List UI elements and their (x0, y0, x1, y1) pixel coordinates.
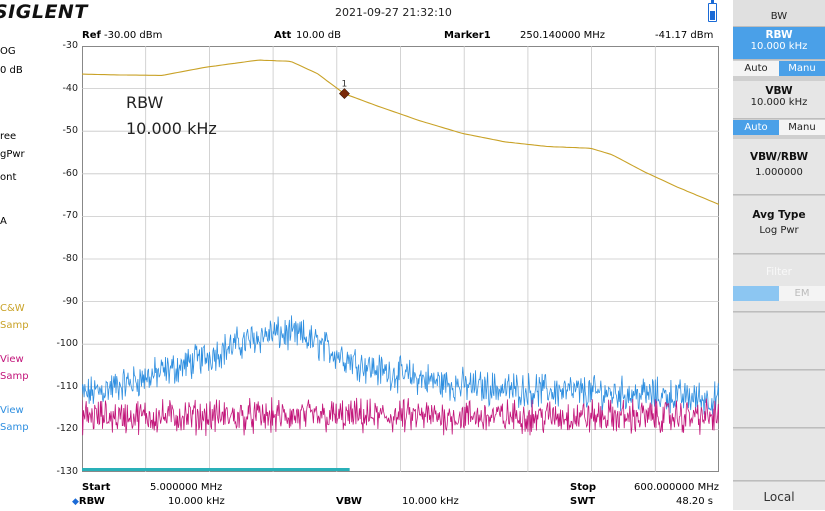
filter-softkey[interactable]: Filter (733, 255, 825, 312)
ref-value[interactable]: -30.00 dBm (104, 30, 163, 41)
scale-type: OG (0, 46, 16, 57)
vbw-softkey-title: VBW (765, 85, 793, 97)
filter-off-option[interactable]: EM (779, 286, 825, 301)
battery-icon (708, 0, 717, 22)
y-tick-label: -90 (62, 295, 78, 307)
avg-type-title: Avg Type (752, 209, 806, 221)
y-tick-label: -50 (62, 125, 78, 137)
date-time: 2021-09-27 21:32:10 (335, 6, 452, 19)
empty-softkey-1[interactable] (733, 313, 825, 370)
trace3-line (82, 315, 719, 415)
att-label: Att (274, 30, 292, 41)
swt-label: SWT (570, 496, 596, 507)
trace2-detector[interactable]: Samp (0, 371, 29, 382)
rbw-softkey-value: 10.000 kHz (750, 41, 808, 52)
sweep-mode: ont (0, 172, 17, 183)
local-button-label: Local (763, 490, 795, 504)
filter-toggle[interactable]: EM (733, 286, 825, 301)
y-tick-label: -70 (62, 210, 78, 222)
rbw-annotation-value: 10.000 kHz (126, 119, 217, 138)
start-frequency[interactable]: 5.000000 MHz (150, 482, 223, 493)
trace1-mode[interactable]: C&W (0, 303, 25, 314)
y-tick-label: -100 (56, 338, 78, 350)
marker-number: 1 (341, 80, 347, 90)
att-value[interactable]: 10.00 dB (296, 30, 342, 41)
y-tick-label: -30 (62, 40, 78, 51)
trace3-mode[interactable]: View (0, 405, 24, 416)
y-tick-label: -110 (56, 380, 78, 392)
spectrum-plot[interactable]: 1 (82, 46, 719, 472)
rbw-footer-label-text: RBW (78, 496, 105, 507)
ratio-softkey-value: 1.000000 (755, 167, 803, 178)
trace2-mode[interactable]: View (0, 354, 24, 365)
average-type: gPwr (0, 149, 25, 160)
rbw-softkey[interactable]: RBW 10.000 kHz (733, 27, 825, 60)
trace3-detector[interactable]: Samp (0, 422, 29, 433)
y-tick-label: -60 (62, 167, 78, 179)
y-tick-label: -120 (56, 423, 78, 435)
softkey-panel: BW RBW 10.000 kHz Auto Manu VBW 10.000 k… (733, 0, 825, 510)
rbw-footer-label: ◆RBW (72, 496, 105, 507)
avg-type-value: Log Pwr (759, 225, 799, 236)
marker-frequency: 250.140000 MHz (520, 30, 606, 41)
trace1-detector[interactable]: Samp (0, 320, 29, 331)
rbw-footer-value[interactable]: 10.000 kHz (168, 496, 225, 507)
marker-label: Marker1 (444, 30, 491, 41)
sweep-progress-bar (82, 468, 350, 471)
vbw-footer-label: VBW (336, 496, 362, 507)
swt-value[interactable]: 48.20 s (676, 496, 714, 507)
vbw-softkey[interactable]: VBW 10.000 kHz (733, 81, 825, 119)
local-button[interactable]: Local (733, 482, 825, 510)
filter-on-option[interactable] (733, 286, 779, 301)
ratio-softkey-title: VBW/RBW (749, 151, 809, 163)
start-label: Start (82, 482, 111, 493)
y-tick-label: -80 (62, 253, 78, 264)
ref-label: Ref (82, 30, 101, 41)
y-tick-label: -130 (56, 466, 78, 477)
scale-div: 0 dB (0, 65, 23, 76)
stop-label: Stop (570, 482, 597, 493)
vbw-auto-toggle[interactable]: Auto Manu (733, 120, 825, 135)
vbw-softkey-value: 10.000 kHz (750, 97, 808, 108)
vbw-footer-value[interactable]: 10.000 kHz (402, 496, 459, 507)
rbw-annotation: RBW 10.000 kHz (126, 90, 217, 142)
misc-indicator: A (0, 216, 7, 227)
menu-title-text: BW (770, 11, 788, 22)
vbw-manual-option[interactable]: Manu (779, 120, 825, 135)
trace1-line (82, 59, 719, 206)
filter-title: Filter (765, 266, 792, 278)
marker-level: -41.17 dBm (655, 30, 714, 41)
rbw-auto-option[interactable]: Auto (733, 61, 779, 76)
marker-diamond[interactable] (339, 88, 350, 100)
trigger-mode: ree (0, 131, 17, 142)
menu-title: BW (733, 0, 825, 27)
status-bar: SIGLENT 2021-09-27 21:32:10 (0, 0, 733, 26)
empty-softkey-3[interactable] (733, 429, 825, 481)
stop-frequency[interactable]: 600.000000 MHz (634, 482, 720, 493)
rbw-auto-toggle[interactable]: Auto Manu (733, 61, 825, 76)
trace2-line (82, 397, 719, 437)
brand-logo: SIGLENT (0, 1, 88, 23)
empty-softkey-2[interactable] (733, 371, 825, 428)
vbw-auto-option[interactable]: Auto (733, 120, 779, 135)
rbw-annotation-title: RBW (126, 93, 164, 112)
rbw-manual-option[interactable]: Manu (779, 61, 825, 76)
avg-type-softkey[interactable]: Avg Type Log Pwr (733, 196, 825, 254)
rbw-softkey-title: RBW (765, 29, 793, 41)
vbw-rbw-ratio-softkey[interactable]: VBW/RBW 1.000000 (733, 139, 825, 195)
diamond-icon: ◆ (72, 497, 79, 507)
y-tick-label: -40 (62, 82, 78, 94)
